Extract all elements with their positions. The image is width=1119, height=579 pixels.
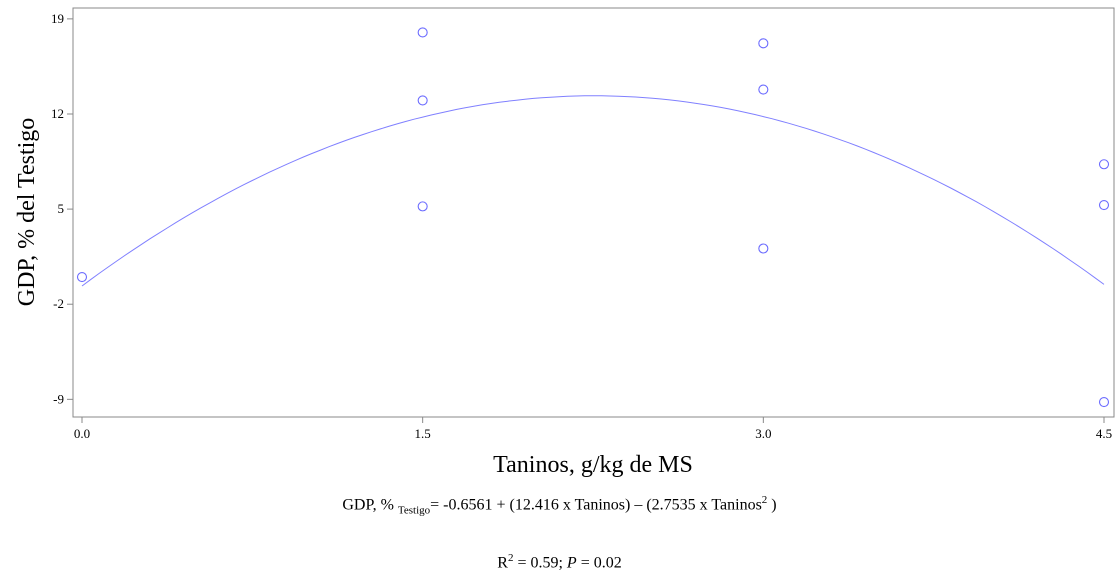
y-axis: -9 -2 5 12 19 [51, 11, 73, 406]
fit-curve [81, 95, 1105, 287]
data-point [76, 271, 88, 283]
equation-lhs: GDP, % [342, 496, 394, 514]
x-tick-label: 0.0 [74, 426, 90, 441]
data-point [758, 38, 769, 49]
r-squared-value: = 0.59; [513, 554, 567, 572]
data-point [417, 95, 428, 106]
data-point [758, 243, 769, 254]
fit-statistics: R2 = 0.59; P = 0.02 [0, 552, 1119, 572]
data-point [758, 84, 769, 95]
x-tick-label: 4.5 [1096, 426, 1112, 441]
y-tick-label: -2 [53, 296, 64, 311]
x-axis: 0.0 1.5 3.0 4.5 [74, 417, 1112, 441]
y-axis-title: GDP, % del Testigo [14, 118, 40, 307]
x-tick-label: 3.0 [755, 426, 771, 441]
data-point [1098, 199, 1110, 211]
y-tick-label: -9 [53, 391, 64, 406]
r-squared-superscript: 2 [507, 552, 514, 564]
equation-rhs: = -0.6561 + (12.416 x Taninos) – (2.7535… [430, 496, 762, 514]
plot-frame [72, 7, 1115, 418]
y-tick-label: 5 [58, 201, 65, 216]
x-tick-label: 1.5 [415, 426, 431, 441]
data-point [1098, 397, 1110, 408]
y-tick-label: 19 [51, 11, 64, 26]
equation-superscript: 2 [761, 494, 768, 506]
data-points [76, 27, 1110, 408]
x-axis-title: Taninos, g/kg de MS [493, 452, 693, 478]
regression-equation: GDP, % Testigo= -0.6561 + (12.416 x Tani… [0, 494, 1119, 517]
r-squared-label: R [497, 554, 508, 572]
data-point [1098, 159, 1110, 170]
equation-subscript: Testigo [397, 504, 431, 517]
y-tick-label: 12 [51, 106, 64, 121]
p-value: = 0.02 [576, 554, 622, 572]
data-point [417, 27, 428, 38]
scatter-chart: -9 -2 5 12 19 0.0 1.5 3.0 4.5 Taninos, g/kg de … [14, 7, 1115, 478]
equation-rhs-end: ) [767, 496, 777, 514]
data-point [417, 201, 428, 212]
p-label: P [566, 554, 577, 572]
